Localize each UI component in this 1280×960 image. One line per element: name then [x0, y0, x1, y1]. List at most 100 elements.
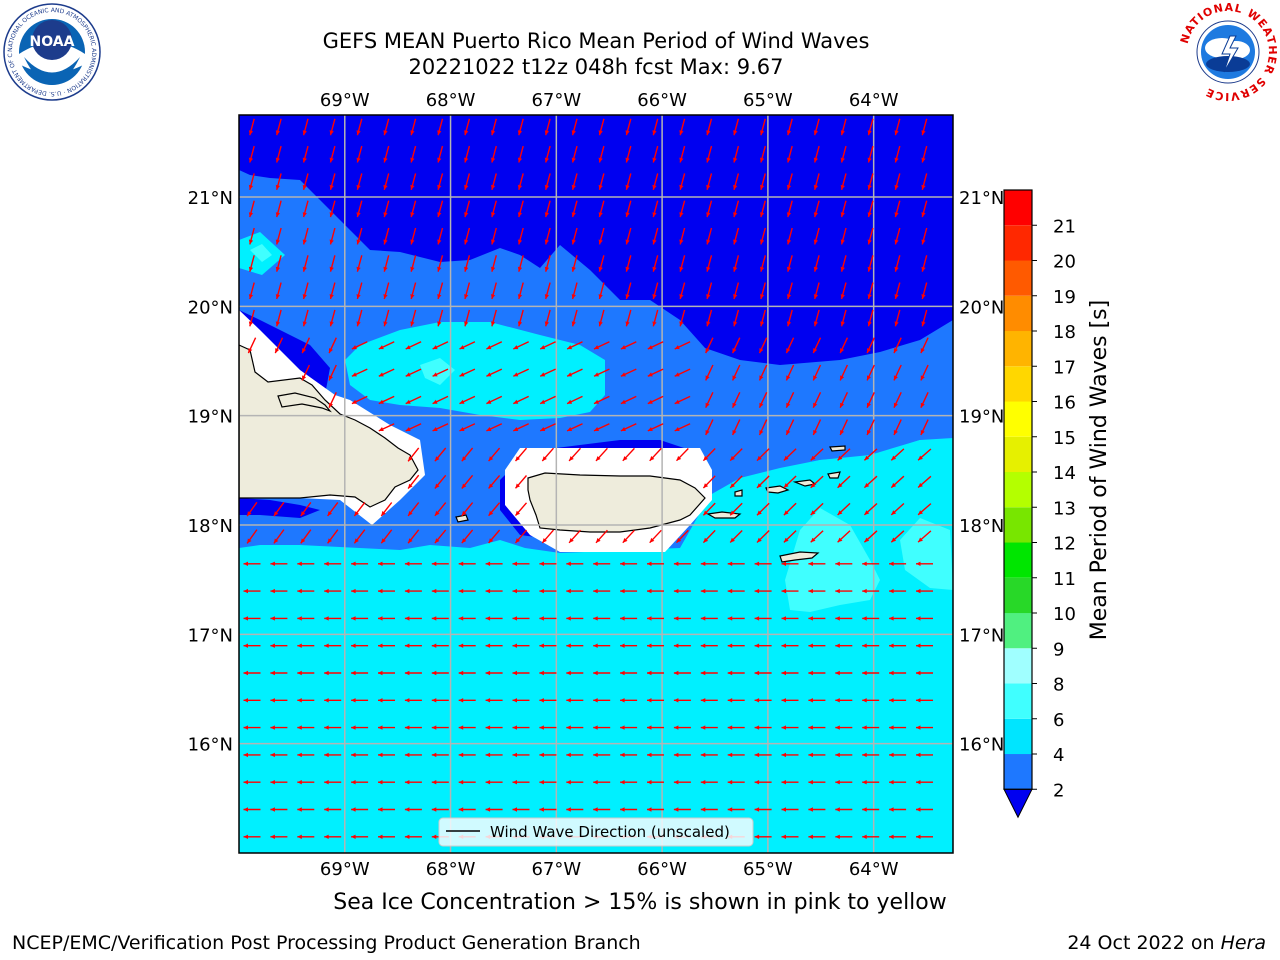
wave-direction-arrowhead — [813, 266, 818, 272]
colorbar-tick-label: 4 — [1053, 745, 1064, 766]
wave-direction-arrowhead — [733, 130, 738, 136]
wave-direction-arrowhead — [378, 807, 383, 812]
wave-direction-arrowhead — [891, 537, 897, 543]
wave-direction-arrowhead — [786, 184, 792, 190]
wave-direction-arrowhead — [835, 725, 840, 730]
wave-direction-arrowhead — [727, 725, 733, 730]
wave-direction-arrowhead — [783, 510, 789, 516]
wave-direction-arrowhead — [652, 184, 657, 190]
lat-label-right: 16°N — [959, 735, 1004, 756]
wave-direction-arrowhead — [813, 321, 818, 327]
wave-direction-arrowhead — [916, 725, 921, 730]
wave-direction-arrowhead — [786, 157, 792, 163]
wave-direction-arrowhead — [894, 157, 899, 163]
wave-direction-arrowhead — [867, 430, 871, 435]
graticule-labels: 69°W 69°W 68°W 68°W 67°W 67°W 66°W 66°W 65°W 65°W… — [188, 90, 1005, 880]
wave-direction-arrowhead — [889, 616, 894, 621]
wave-direction-arrowhead — [297, 780, 302, 785]
wave-direction-arrowhead — [566, 780, 571, 785]
wave-direction-arrowhead — [703, 510, 709, 516]
map-title: GEFS MEAN Puerto Rico Mean Period of Win… — [322, 29, 870, 53]
wave-direction-arrowhead — [889, 752, 894, 758]
wave-direction-arrowhead — [517, 157, 523, 163]
wave-direction-arrowhead — [889, 698, 894, 703]
wave-direction-arrowhead — [760, 266, 765, 272]
wave-direction-arrowhead — [754, 616, 760, 621]
wave-direction-arrowhead — [247, 511, 252, 517]
wave-direction-arrowhead — [539, 670, 544, 676]
wave-direction-arrowhead — [243, 807, 248, 812]
wave-direction-arrowhead — [808, 643, 813, 648]
wave-direction-arrowhead — [464, 266, 469, 272]
wave-period-field-below-2-north — [239, 115, 953, 365]
wave-direction-arrowhead — [593, 588, 598, 594]
wave-direction-arrowhead — [598, 294, 603, 299]
wave-direction-arrowhead — [485, 643, 491, 648]
wave-direction-arrowhead — [754, 780, 760, 785]
wave-direction-arrowhead — [835, 561, 840, 566]
footer-producer: NCEP/EMC/Verification Post Processing Pr… — [12, 932, 641, 954]
wave-direction-arrowhead — [434, 483, 440, 489]
colorbar-bin — [1004, 472, 1032, 508]
wave-direction-arrowhead — [431, 780, 437, 785]
wave-direction-arrowhead — [889, 725, 894, 730]
wave-direction-arrowhead — [431, 725, 437, 730]
wave-direction-arrowhead — [835, 807, 840, 812]
wave-direction-arrowhead — [302, 321, 307, 327]
wave-period-field-6-8-far-east — [900, 518, 953, 590]
wave-direction-arrowhead — [730, 510, 735, 516]
wave-direction-arrowhead — [676, 456, 682, 461]
wave-direction-arrowhead — [786, 430, 791, 435]
wave-direction-arrowhead — [431, 834, 437, 839]
wave-direction-arrowhead — [410, 239, 415, 245]
wave-direction-arrowhead — [485, 588, 491, 594]
map-fields — [239, 115, 953, 853]
lat-label-left: 19°N — [188, 407, 233, 428]
wave-direction-arrowhead — [781, 670, 786, 676]
wave-direction-arrowhead — [679, 294, 684, 299]
wave-direction-arrowhead — [754, 643, 760, 648]
wave-direction-arrowhead — [673, 725, 679, 730]
wave-direction-arrowhead — [567, 399, 573, 404]
wave-direction-arrowhead — [571, 266, 576, 272]
wave-direction-arrowhead — [404, 807, 410, 812]
wave-direction-arrowhead — [647, 670, 652, 676]
wave-direction-arrowhead — [437, 157, 442, 163]
wave-direction-arrowhead — [571, 157, 576, 163]
wave-direction-arrowhead — [408, 483, 413, 489]
colorbar-bin — [1004, 436, 1032, 473]
colorbar-tick-label: 9 — [1053, 639, 1064, 660]
wave-direction-arrowhead — [437, 184, 442, 190]
wave-direction-arrowhead — [515, 456, 520, 461]
wave-direction-arrowhead — [270, 561, 275, 566]
colorbar-bin — [1004, 577, 1032, 614]
wave-direction-arrowhead — [297, 834, 302, 839]
wave-direction-arrowhead — [302, 130, 307, 136]
wave-direction-arrowhead — [404, 588, 410, 594]
wave-direction-arrowhead — [405, 345, 411, 350]
wave-direction-arrowhead — [275, 157, 280, 163]
wave-direction-arrowhead — [647, 588, 652, 594]
wave-direction-arrowhead — [920, 430, 925, 435]
colorbar-bin — [1004, 260, 1032, 296]
wave-direction-arrowhead — [810, 537, 816, 543]
wave-direction-arrowhead — [437, 239, 442, 245]
wave-direction-arrowhead — [517, 184, 523, 190]
wave-direction-arrowhead — [539, 780, 544, 785]
wave-direction-arrowhead — [431, 807, 437, 812]
wave-direction-arrowhead — [408, 456, 413, 462]
wave-direction-arrowhead — [835, 616, 840, 621]
noaa-logo-text: NOAA — [30, 34, 75, 50]
wave-direction-arrowhead — [324, 588, 329, 594]
wave-direction-arrowhead — [458, 588, 464, 594]
wave-direction-arrowhead — [351, 670, 356, 676]
wave-direction-arrowhead — [706, 130, 711, 136]
wave-direction-arrowhead — [810, 483, 816, 488]
wave-direction-arrowhead — [464, 212, 469, 218]
wave-direction-arrowhead — [808, 780, 813, 785]
wave-direction-arrowhead — [786, 130, 792, 136]
wave-direction-arrowhead — [512, 807, 517, 812]
hispaniola-land — [239, 344, 419, 508]
wave-direction-arrowhead — [920, 402, 925, 408]
lon-label-top: 69°W — [320, 90, 370, 111]
